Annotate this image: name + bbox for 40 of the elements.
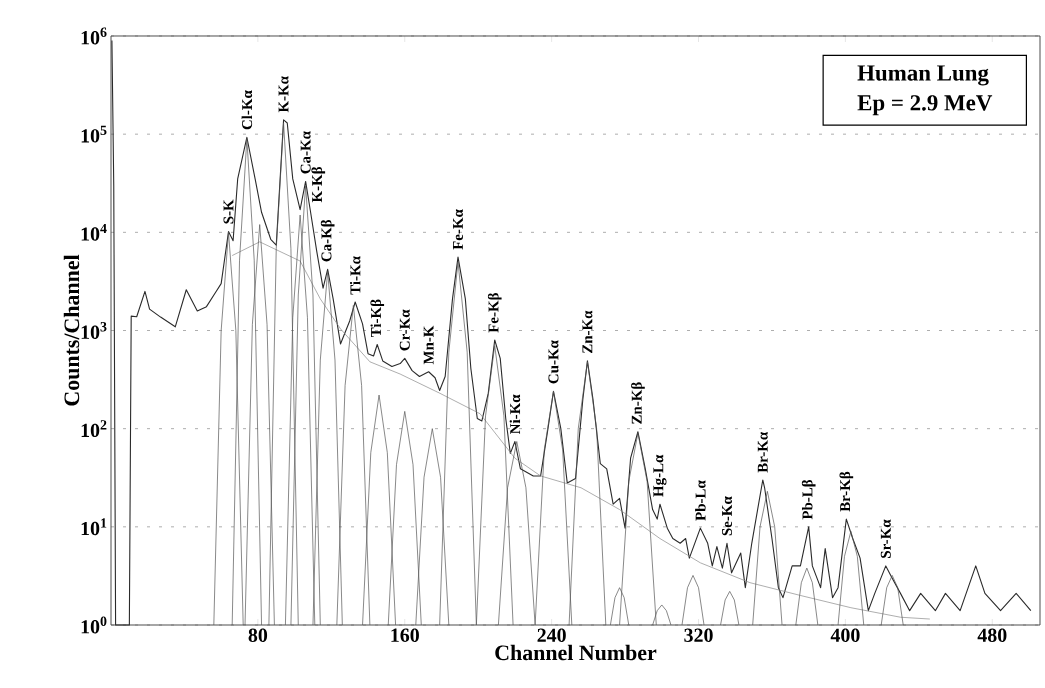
y-axis-title: Counts/Channel: [63, 254, 80, 406]
annotation: Ti-Kα: [349, 256, 361, 295]
annotation: Fe-Kβ: [487, 293, 502, 333]
annotation: Pb-Lα: [695, 480, 706, 521]
y-tick-label: 10$^{0}$: [81, 616, 107, 634]
annotation: Cu-Kα: [548, 340, 559, 384]
x-tick-label: 400: [830, 628, 860, 642]
annotation: K-Kβ: [311, 166, 326, 203]
y-tick-label: 10$^{1}$: [81, 518, 107, 536]
x-axis-title: Channel Number: [495, 644, 657, 661]
x-tick-label: 80: [248, 628, 268, 642]
y-tick-label: 10$^{5}$: [81, 125, 107, 143]
annotation: Hg-Lα: [653, 454, 667, 497]
annotation: Ca-Kβ: [320, 219, 335, 262]
annotation: Fe-Kα: [453, 209, 463, 250]
annotation: Se-Kα: [721, 496, 732, 536]
annotation: Br-Kα: [757, 431, 768, 473]
annotation: S-K: [223, 199, 234, 224]
annotation: Zn-Kβ: [631, 382, 645, 424]
annotation: Ni-Kα: [509, 394, 521, 435]
annotation: K-Kα: [278, 76, 289, 113]
y-tick-label: 10$^{2}$: [81, 420, 107, 438]
annotation: Sr-Kα: [880, 519, 891, 558]
annotation: Mn-K: [423, 325, 434, 365]
x-tick-label: 240: [537, 628, 566, 642]
annotation: Br-Kβ: [839, 471, 854, 512]
annotation: Ep = 2.9 MeV: [857, 95, 993, 116]
annotation: Zn-Kα: [582, 310, 593, 353]
annotation: Ti-Kβ: [370, 299, 385, 338]
annotation: Human Lung: [857, 65, 989, 86]
y-tick-label: 10$^{6}$: [81, 27, 107, 45]
x-tick-label: 480: [977, 628, 1007, 642]
y-tick-label: 10$^{4}$: [81, 223, 107, 241]
x-tick-label: 320: [684, 628, 713, 642]
annotation: Cr-Kα: [399, 309, 410, 351]
annotation: Pb-Lβ: [801, 479, 816, 520]
x-tick-label: 160: [391, 628, 419, 642]
annotation: Cl-Kα: [241, 90, 253, 130]
annotation: Ca-Kα: [300, 131, 311, 174]
y-tick-label: 10$^{3}$: [81, 322, 107, 339]
